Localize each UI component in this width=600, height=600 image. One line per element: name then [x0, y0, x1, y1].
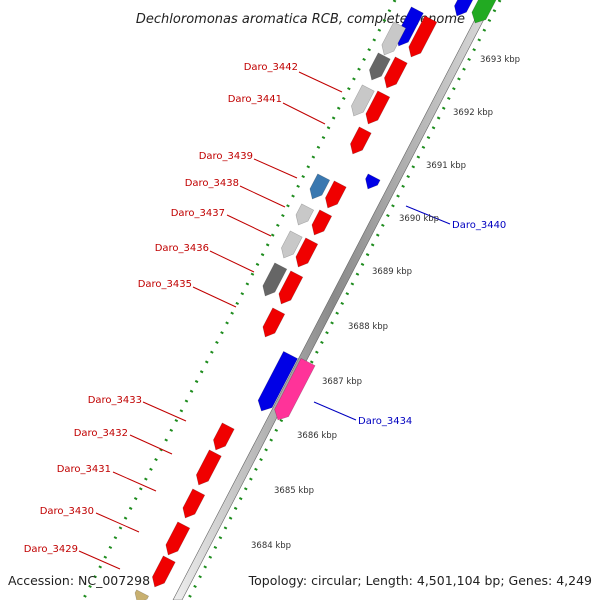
gene-block [196, 449, 222, 486]
gene-block [152, 555, 176, 588]
gene-block [262, 307, 286, 338]
genome-backbone [172, 0, 495, 600]
gene-block [165, 521, 191, 556]
gene-block [134, 589, 150, 600]
gene-label: Daro_3433 [88, 395, 142, 406]
gene-label: Daro_3430 [40, 506, 94, 517]
left-guide-dotted-line [81, 0, 397, 600]
scale-line [186, 0, 502, 600]
left-gene-features [152, 6, 438, 588]
kbp-label: 3688 kbp [348, 322, 388, 332]
right-gene-features [134, 0, 497, 600]
gene-label: Daro_3438 [185, 178, 239, 189]
gene-block [213, 422, 235, 451]
kbp-label: 3684 kbp [251, 541, 291, 551]
right-guide-dotted-line [168, 0, 480, 600]
gene-block [311, 209, 333, 236]
gene-block [274, 357, 316, 421]
gene-block [454, 0, 474, 17]
gene-label: Daro_3440 [452, 220, 506, 231]
gene-label: Daro_3436 [155, 243, 209, 254]
gene-label: Daro_3435 [138, 279, 192, 290]
gene-label: Daro_3442 [244, 62, 298, 73]
gene-block [262, 262, 288, 297]
gene-block [350, 126, 372, 155]
kbp-label: 3692 kbp [453, 108, 493, 118]
gene-label: Daro_3441 [228, 94, 282, 105]
kbp-label: 3686 kbp [297, 431, 337, 441]
gene-block [281, 230, 303, 259]
gene-block [182, 488, 206, 519]
accession-text: Accession: NC_007298 [8, 573, 151, 588]
gene-label: Daro_3429 [24, 544, 78, 555]
gene-block [471, 0, 497, 24]
gene-block [384, 56, 408, 89]
right-leader-lines [313, 205, 451, 421]
kbp-scale-labels: 3693 kbp 3692 kbp 3691 kbp 3690 kbp 3689… [251, 55, 520, 551]
gene-block [278, 270, 304, 305]
gene-block [257, 350, 298, 412]
kbp-label: 3685 kbp [274, 486, 314, 496]
kbp-label: 3689 kbp [372, 267, 412, 277]
gene-block [351, 84, 375, 117]
map-title: Dechloromonas aromatica RCB, complete ge… [136, 12, 465, 27]
right-gene-labels: Daro_3440 Daro_3434 [358, 220, 506, 427]
gene-block [381, 21, 407, 56]
gene-block [365, 90, 391, 125]
scale-dotted-line-visible [186, 0, 502, 600]
gene-block [369, 52, 391, 81]
kbp-label: 3693 kbp [480, 55, 520, 65]
kbp-label: 3691 kbp [426, 161, 466, 171]
gene-block [408, 15, 438, 58]
gene-label: Daro_3434 [358, 416, 412, 427]
kbp-label: 3690 kbp [399, 214, 439, 224]
leader-lines [78, 71, 343, 570]
gene-block [295, 237, 319, 268]
gene-label: Daro_3439 [199, 151, 253, 162]
gene-block [295, 203, 315, 226]
genome-summary-text: Topology: circular; Length: 4,501,104 bp… [248, 573, 592, 588]
gene-block [325, 180, 347, 209]
kbp-label: 3687 kbp [322, 377, 362, 387]
gene-label: Daro_3431 [57, 464, 111, 475]
gene-label: Daro_3432 [74, 428, 128, 439]
gene-label: Daro_3437 [171, 208, 225, 219]
gene-block [365, 173, 381, 190]
gene-block [309, 173, 331, 200]
left-gene-labels: Daro_3442 Daro_3441 Daro_3439 Daro_3438 … [24, 62, 298, 555]
